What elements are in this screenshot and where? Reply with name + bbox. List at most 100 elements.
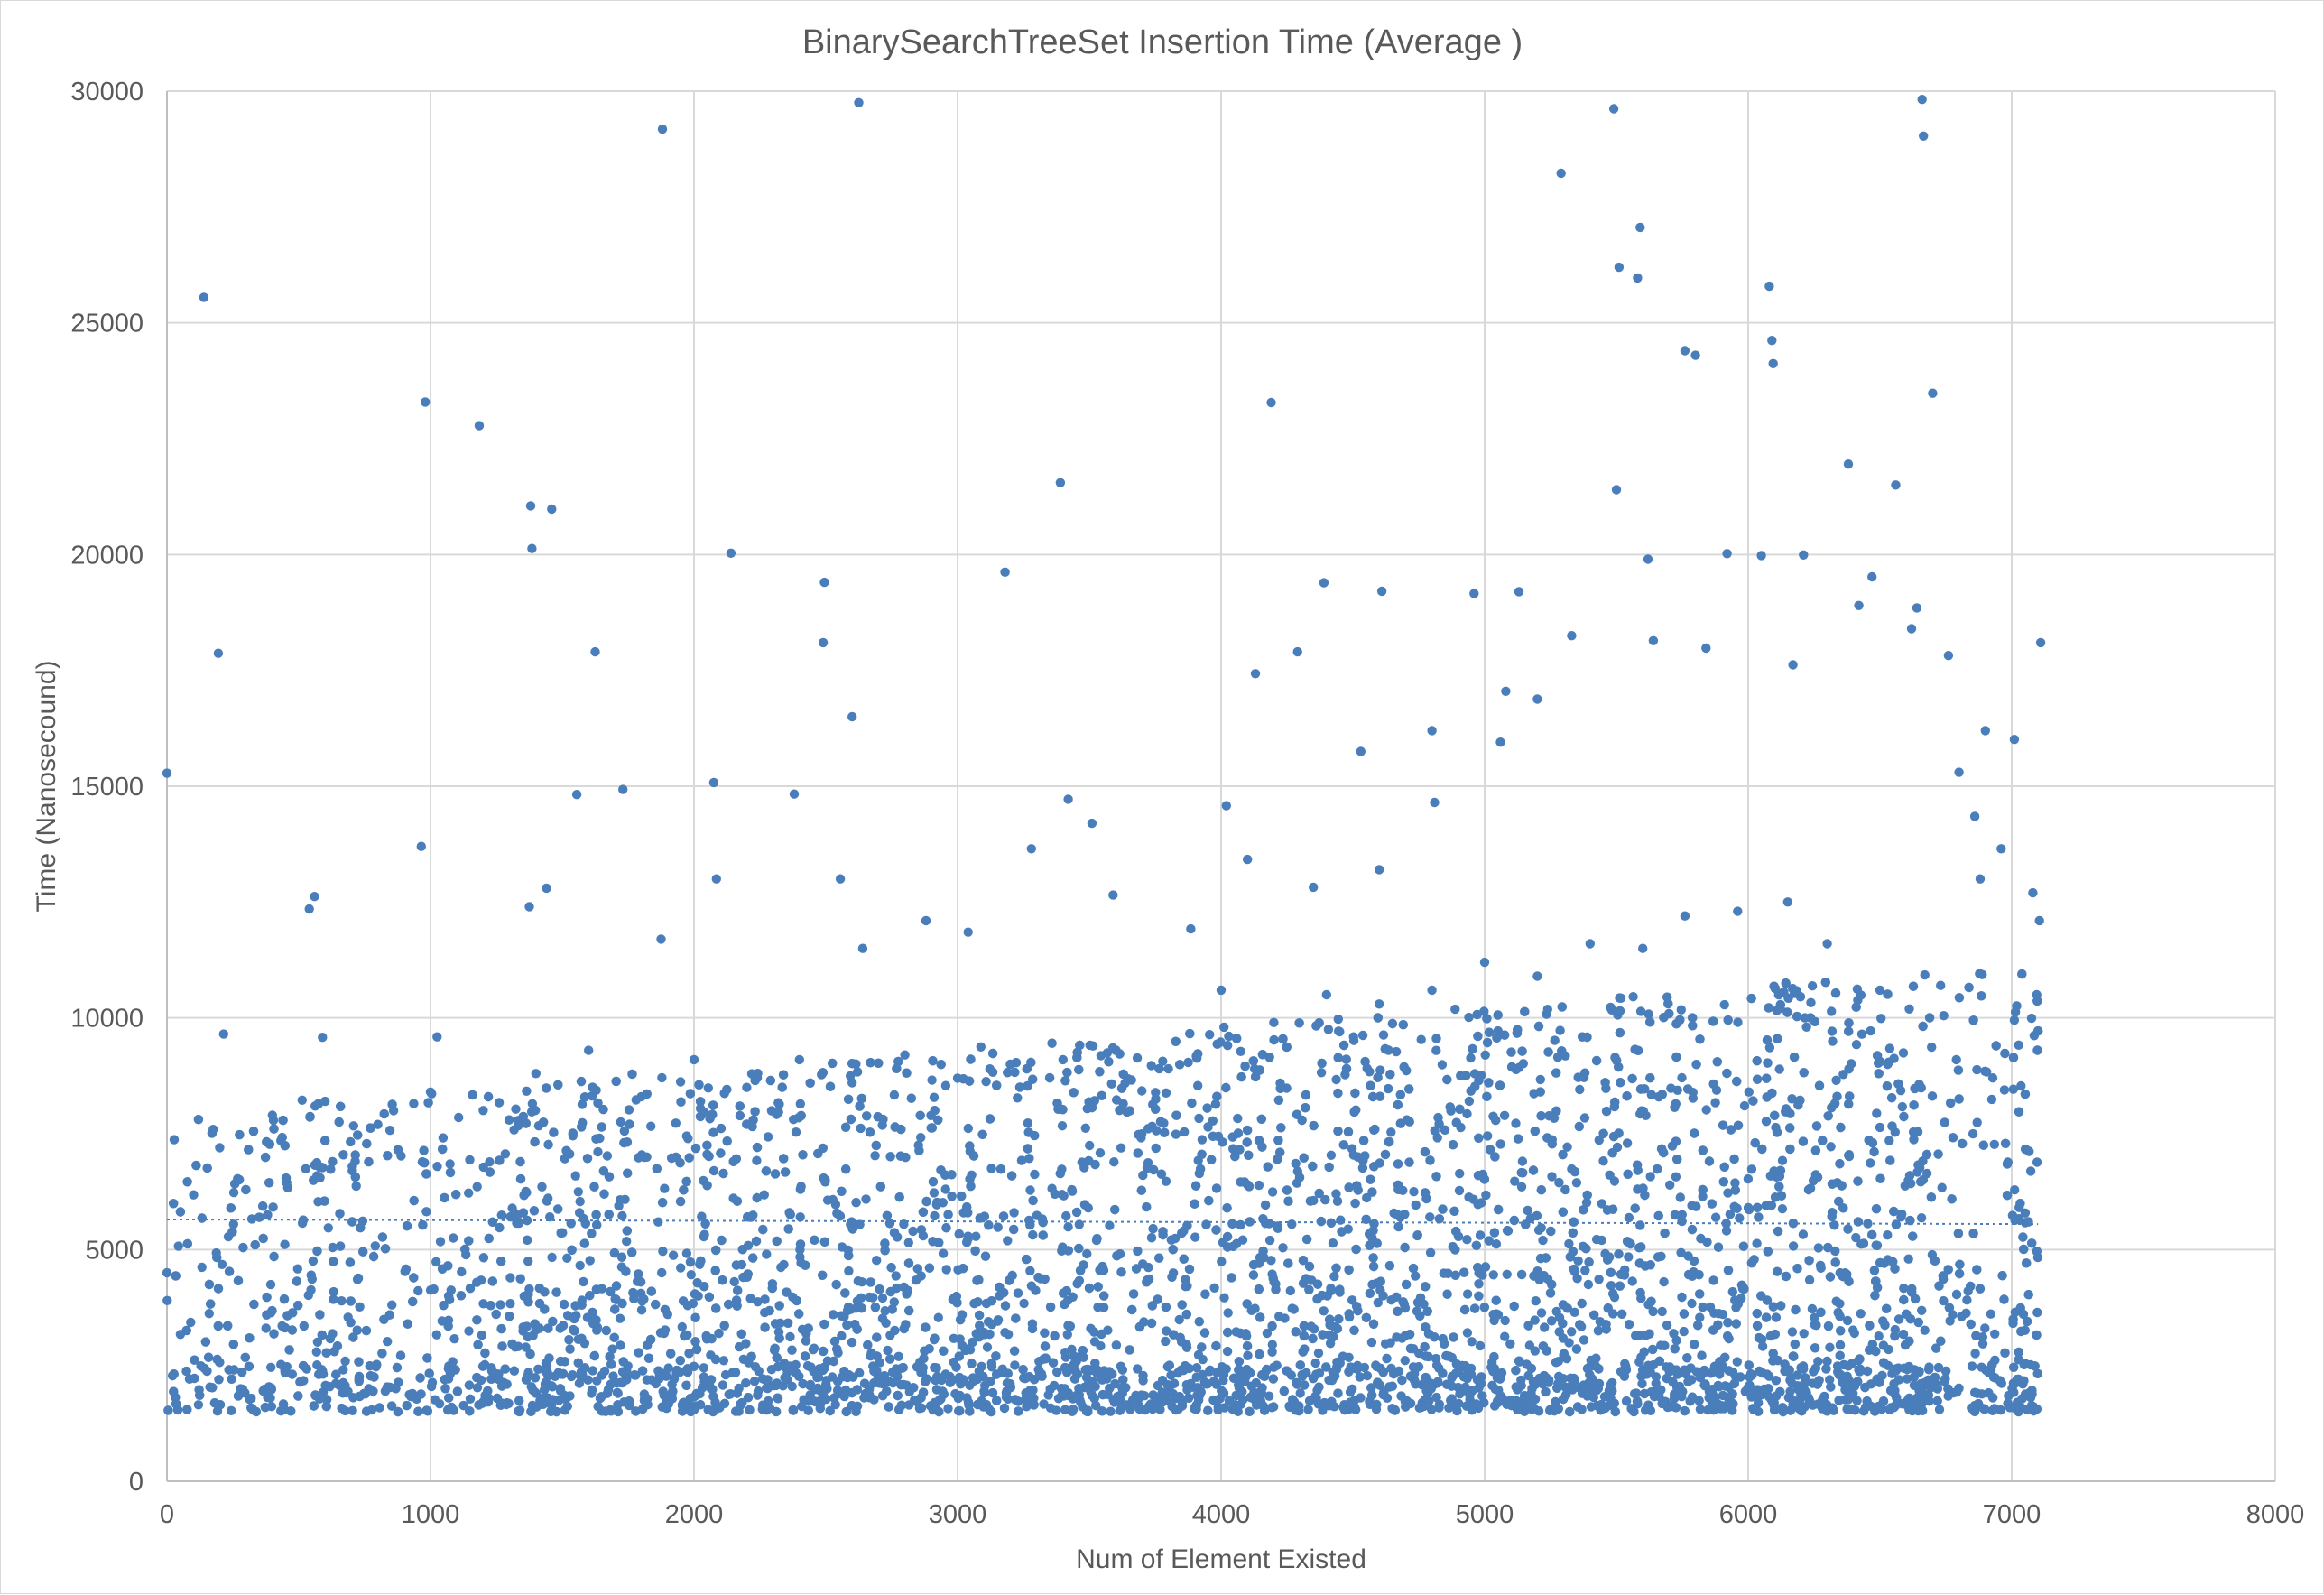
data-point: [1409, 1187, 1418, 1196]
data-point: [965, 1077, 974, 1086]
data-point: [477, 1331, 486, 1340]
data-point: [1617, 1310, 1626, 1319]
data-point: [511, 1105, 520, 1114]
data-point: [1828, 1026, 1837, 1035]
data-point: [1826, 1272, 1835, 1281]
data-point: [1729, 1155, 1738, 1164]
data-point: [1060, 1076, 1069, 1085]
data-point: [1565, 1407, 1574, 1416]
data-point: [1386, 1127, 1395, 1136]
data-point: [1452, 1118, 1461, 1127]
data-point: [1384, 1084, 1393, 1093]
data-point: [2017, 969, 2026, 978]
data-point: [1116, 1362, 1125, 1371]
data-point: [562, 1254, 571, 1263]
data-point: [1869, 1147, 1878, 1156]
data-point: [709, 1166, 718, 1175]
data-point: [383, 1337, 392, 1346]
data-point: [1814, 1243, 1823, 1252]
data-point: [329, 1294, 338, 1303]
data-point: [1605, 1171, 1614, 1180]
data-point: [1728, 1287, 1737, 1296]
data-point: [600, 1367, 609, 1376]
data-point: [917, 1225, 926, 1234]
data-point: [909, 1383, 918, 1392]
data-point: [1503, 1270, 1512, 1279]
data-point: [515, 1157, 524, 1166]
data-point: [280, 1294, 289, 1303]
data-point: [1748, 1096, 1757, 1105]
data-point: [1575, 1085, 1584, 1094]
data-point: [1511, 1366, 1520, 1375]
data-point: [1676, 1248, 1685, 1257]
data-point: [1744, 1174, 1753, 1183]
data-point: [1142, 1202, 1151, 1211]
data-point: [1096, 1341, 1105, 1350]
data-point: [965, 1141, 974, 1150]
data-point: [182, 1177, 191, 1186]
data-point: [1459, 1386, 1468, 1395]
data-point: [1521, 1219, 1530, 1229]
data-point: [1404, 1084, 1413, 1093]
data-point: [711, 1246, 720, 1255]
data-point: [1732, 1319, 1741, 1328]
data-point: [1442, 1290, 1451, 1299]
data-point: [1230, 1405, 1239, 1414]
data-point: [683, 1301, 692, 1310]
data-point: [446, 1168, 455, 1177]
data-point: [1908, 1231, 1917, 1240]
data-point: [886, 1263, 895, 1272]
data-point: [278, 1116, 287, 1125]
data-point: [1689, 1093, 1698, 1102]
data-point: [464, 1189, 473, 1198]
data-point: [870, 1151, 879, 1160]
data-point: [1821, 1364, 1830, 1373]
data-point: [890, 1326, 899, 1335]
data-point: [505, 1273, 514, 1282]
data-point: [1579, 1335, 1588, 1344]
data-point: [942, 1265, 951, 1274]
data-point: [1915, 1163, 1924, 1172]
data-point: [872, 1141, 881, 1150]
data-point: [1598, 1156, 1607, 1165]
data-point: [916, 1133, 925, 1142]
data-point: [1132, 1264, 1141, 1273]
data-point: [189, 1191, 198, 1200]
data-point: [560, 1154, 569, 1163]
data-point: [1804, 1185, 1813, 1194]
data-point: [1365, 1067, 1374, 1076]
data-point: [1171, 1129, 1181, 1138]
data-point: [1148, 1390, 1157, 1399]
data-point: [1909, 1100, 1918, 1109]
data-point: [1425, 1212, 1434, 1221]
data-point: [577, 1077, 586, 1086]
data-point: [1955, 1094, 1964, 1103]
data-point: [523, 1257, 532, 1266]
data-point: [1278, 1243, 1287, 1252]
data-point: [931, 1363, 940, 1372]
data-point: [1010, 1347, 1019, 1356]
data-point: [1477, 1198, 1486, 1207]
data-point: [1734, 1296, 1743, 1305]
data-point: [1853, 1176, 1862, 1185]
data-point: [1365, 1229, 1374, 1238]
data-point: [362, 1139, 371, 1148]
data-point: [293, 1265, 302, 1274]
data-point: [1041, 1353, 1050, 1362]
data-point: [1452, 1406, 1461, 1415]
data-point: [637, 1305, 646, 1314]
data-point: [1274, 1312, 1283, 1321]
data-point: [1025, 1185, 1034, 1194]
data-point: [244, 1145, 253, 1154]
data-point: [1740, 1101, 1749, 1110]
data-point: [186, 1318, 195, 1327]
data-point: [1560, 1185, 1569, 1194]
data-point: [1431, 1046, 1440, 1055]
data-point: [1870, 1291, 1879, 1300]
data-point: [1762, 1117, 1771, 1126]
data-point: [568, 1370, 577, 1379]
data-point: [1324, 1025, 1333, 1034]
data-point: [676, 1077, 685, 1086]
data-point: [1107, 1080, 1116, 1089]
data-point: [1171, 1037, 1181, 1046]
